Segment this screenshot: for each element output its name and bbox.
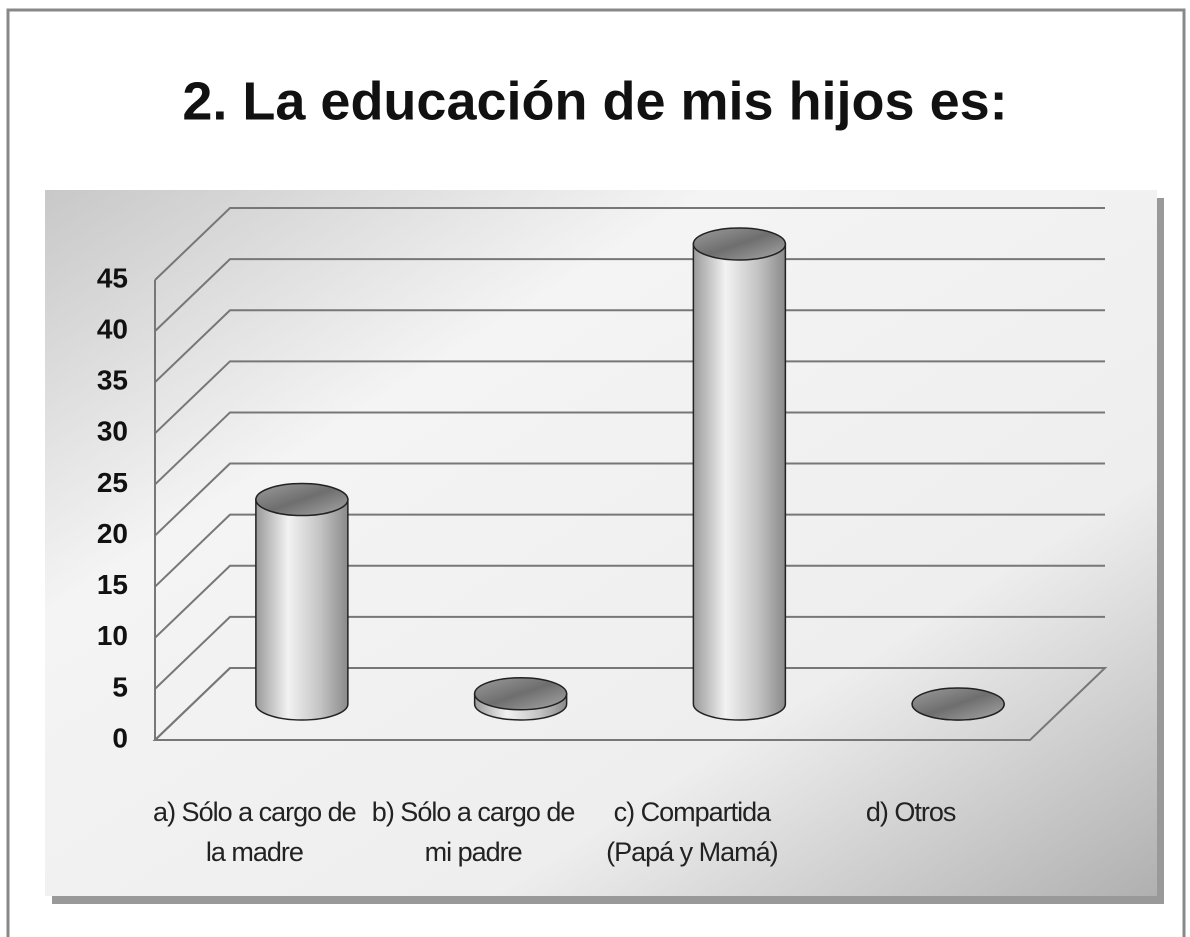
grid-line <box>154 207 1105 281</box>
x-tick-label: c) Compartida (Papá y Mamá) <box>606 797 779 867</box>
y-tick-label: 30 <box>97 416 128 447</box>
y-tick-label: 5 <box>112 671 128 702</box>
y-tick-label: 15 <box>97 569 128 600</box>
grid-line <box>154 615 1105 690</box>
plot-panel <box>45 190 1157 896</box>
grid-line <box>154 667 1105 741</box>
y-tick-label: 0 <box>112 722 128 753</box>
grid-line <box>154 258 1105 332</box>
cylinder-top <box>692 227 787 261</box>
cylinder-top <box>473 677 568 711</box>
x-tick-label: a) Sólo a cargo de la madre <box>153 797 357 867</box>
grid-line <box>154 360 1105 435</box>
cylinder-top <box>255 482 349 517</box>
y-tick-label: 35 <box>97 365 128 396</box>
cylinder-body <box>692 243 787 721</box>
y-tick-label: 10 <box>97 620 128 651</box>
chart-title: 2. La educación de mis hijos es: <box>182 71 1007 131</box>
grid-line <box>154 411 1105 486</box>
y-tick-label: 25 <box>97 467 128 498</box>
y-tick-label: 45 <box>97 262 128 293</box>
grid-line <box>154 462 1105 537</box>
grid-line <box>154 564 1105 639</box>
y-tick-label: 40 <box>97 314 128 345</box>
grid-line <box>154 309 1105 383</box>
grid-line <box>154 513 1105 588</box>
cylinder-body <box>255 498 349 721</box>
x-tick-label: b) Sólo a cargo de mi padre <box>371 797 576 867</box>
x-tick-label: d) Otros <box>865 797 957 827</box>
y-tick-label: 20 <box>97 518 128 549</box>
cylinder-top <box>911 687 1005 721</box>
